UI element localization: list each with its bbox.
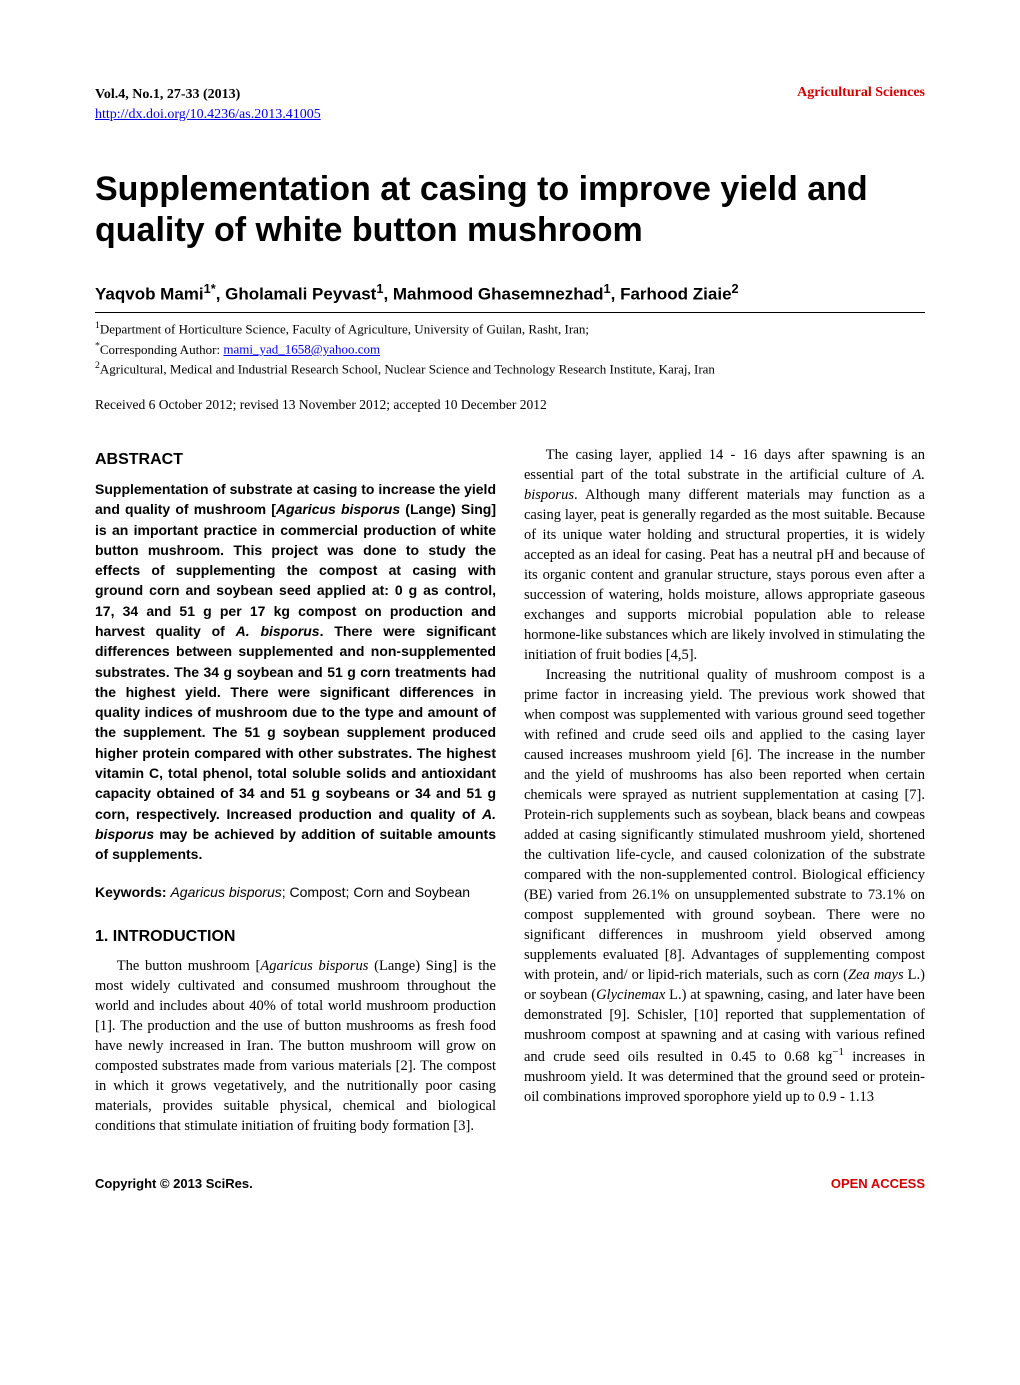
intro-paragraph-2: The casing layer, applied 14 - 16 days a… — [524, 445, 925, 665]
intro-paragraph-1: The button mushroom [Agaricus bisporus (… — [95, 956, 496, 1136]
intro-paragraph-3: Increasing the nutritional quality of mu… — [524, 665, 925, 1107]
two-column-body: ABSTRACT Supplementation of substrate at… — [95, 445, 925, 1136]
affiliations: 1Department of Horticulture Science, Fac… — [95, 319, 925, 378]
abstract-heading: ABSTRACT — [95, 451, 496, 469]
corresponding-author: *Corresponding Author: mami_yad_1658@yah… — [95, 339, 925, 359]
doi-link[interactable]: http://dx.doi.org/10.4236/as.2013.41005 — [95, 107, 321, 122]
affiliation-2: 2Agricultural, Medical and Industrial Re… — [95, 359, 925, 379]
introduction-heading: 1. INTRODUCTION — [95, 928, 496, 946]
corresponding-prefix: *Corresponding Author: — [95, 342, 223, 357]
page-header: Vol.4, No.1, 27-33 (2013) http://dx.doi.… — [95, 85, 925, 124]
keywords-label: Keywords: — [95, 884, 167, 900]
keywords-text: Agaricus bisporus; Compost; Corn and Soy… — [167, 884, 471, 900]
open-access-label: OPEN ACCESS — [831, 1176, 925, 1191]
article-title: Supplementation at casing to improve yie… — [95, 169, 925, 251]
issue-info: Vol.4, No.1, 27-33 (2013) — [95, 85, 321, 105]
page-footer: Copyright © 2013 SciRes. OPEN ACCESS — [95, 1176, 925, 1191]
header-left: Vol.4, No.1, 27-33 (2013) http://dx.doi.… — [95, 85, 321, 124]
article-dates: Received 6 October 2012; revised 13 Nove… — [95, 397, 925, 413]
author-list: Yaqvob Mami1*, Gholamali Peyvast1, Mahmo… — [95, 281, 925, 305]
copyright-text: Copyright © 2013 SciRes. — [95, 1176, 253, 1191]
journal-name: Agricultural Sciences — [797, 85, 925, 101]
abstract-body: Supplementation of substrate at casing t… — [95, 479, 496, 865]
author-email-link[interactable]: mami_yad_1658@yahoo.com — [223, 342, 380, 357]
keywords-block: Keywords: Agaricus bisporus; Compost; Co… — [95, 883, 496, 903]
affiliation-1: 1Department of Horticulture Science, Fac… — [95, 319, 925, 339]
author-divider — [95, 312, 925, 313]
